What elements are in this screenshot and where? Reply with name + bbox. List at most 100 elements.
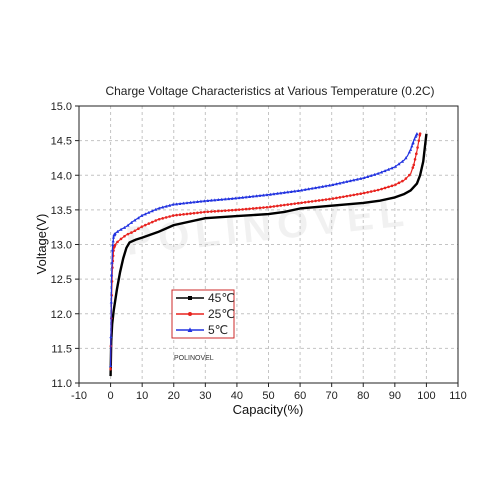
series-marker xyxy=(129,220,133,224)
series-marker xyxy=(116,240,119,244)
series-marker xyxy=(188,312,192,316)
series-marker xyxy=(237,208,241,211)
series-marker xyxy=(352,178,356,182)
series-marker xyxy=(216,209,220,213)
series-marker xyxy=(300,188,304,192)
series-marker xyxy=(331,197,335,200)
series-marker xyxy=(334,182,338,186)
series-marker xyxy=(369,173,373,177)
series-line xyxy=(109,133,428,377)
series-marker xyxy=(110,248,114,252)
series-marker xyxy=(376,188,380,192)
series-marker xyxy=(111,243,115,247)
series-marker xyxy=(188,200,193,204)
series-marker xyxy=(115,229,120,233)
series-marker xyxy=(296,201,300,205)
series-marker xyxy=(223,209,227,212)
y-tick-label: 14.5 xyxy=(51,136,72,148)
series-marker xyxy=(411,140,415,144)
series-marker xyxy=(324,184,328,188)
series-marker xyxy=(188,296,192,300)
x-tick-label: 50 xyxy=(262,390,274,402)
series-marker xyxy=(192,211,196,215)
series-marker xyxy=(241,208,244,211)
series-marker xyxy=(272,205,276,208)
series-marker xyxy=(210,210,213,213)
series-marker xyxy=(133,229,137,233)
axis-ticks: -10 0 10 20 30 40 50 60 70 80 90 100 110 11.0 11.5 12.0… xyxy=(51,101,467,402)
series-marker xyxy=(317,199,321,202)
series-marker xyxy=(111,239,115,243)
series-marker xyxy=(393,164,398,168)
series-marker xyxy=(178,201,182,205)
series-layer xyxy=(109,132,428,377)
series-marker xyxy=(352,193,356,197)
series-marker xyxy=(234,208,237,212)
series-marker xyxy=(380,170,384,174)
series-marker xyxy=(137,227,140,231)
series-marker xyxy=(412,137,416,141)
series-marker xyxy=(262,206,265,209)
y-tick-label: 14.0 xyxy=(51,170,72,182)
series-marker xyxy=(376,171,380,175)
series-marker xyxy=(412,163,416,167)
series-marker xyxy=(244,195,248,199)
series-marker xyxy=(269,205,272,209)
series-marker xyxy=(276,204,279,208)
series-marker xyxy=(390,184,394,188)
series-marker xyxy=(279,191,283,195)
series-marker xyxy=(255,206,258,210)
series-marker xyxy=(220,209,224,213)
series-marker xyxy=(338,181,342,185)
series-marker xyxy=(119,227,123,231)
series-marker xyxy=(164,216,168,219)
series-marker xyxy=(416,146,419,149)
series-marker xyxy=(355,193,359,196)
series-marker xyxy=(154,219,158,222)
series-marker xyxy=(413,158,417,161)
series-marker xyxy=(199,199,203,203)
series-marker xyxy=(359,176,363,180)
annotation-label: POLINOVEL xyxy=(174,355,214,362)
series-marker xyxy=(230,208,234,212)
x-tick-label: 30 xyxy=(199,390,211,402)
series-marker xyxy=(268,192,272,196)
y-tick-label: 12.5 xyxy=(51,274,72,286)
series-marker xyxy=(140,213,144,217)
series-marker xyxy=(119,237,123,241)
series-marker xyxy=(314,199,317,203)
series-marker xyxy=(408,173,411,177)
series-marker xyxy=(303,187,307,191)
series-marker xyxy=(109,367,112,371)
series-marker xyxy=(220,197,224,201)
y-tick-label: 11.0 xyxy=(51,378,72,390)
series-marker xyxy=(397,181,401,185)
x-tick-label: 100 xyxy=(417,390,435,402)
series-marker xyxy=(157,206,161,210)
series-marker xyxy=(401,179,404,183)
series-marker xyxy=(248,207,251,211)
series-marker xyxy=(244,207,248,211)
x-tick-label: 20 xyxy=(168,390,180,402)
series-marker xyxy=(272,192,276,196)
series-marker xyxy=(369,190,373,193)
series-marker xyxy=(187,327,193,332)
series-marker xyxy=(164,204,168,208)
series-marker xyxy=(415,132,419,135)
legend: 45℃ 25℃ 5℃ xyxy=(171,289,235,339)
series-marker xyxy=(182,213,185,216)
series-marker xyxy=(320,184,325,188)
series-marker xyxy=(144,223,147,227)
series-marker xyxy=(282,190,286,194)
series-marker xyxy=(213,198,217,202)
series-marker xyxy=(349,194,352,197)
series-marker xyxy=(404,156,408,160)
series-marker xyxy=(203,210,206,214)
series-marker xyxy=(373,189,376,193)
chart-title: Charge Voltage Characteristics at Variou… xyxy=(105,84,434,98)
series-marker xyxy=(223,197,227,201)
series-marker xyxy=(345,194,349,198)
series-marker xyxy=(241,195,245,199)
series-marker xyxy=(251,207,255,210)
series-marker xyxy=(345,179,349,183)
